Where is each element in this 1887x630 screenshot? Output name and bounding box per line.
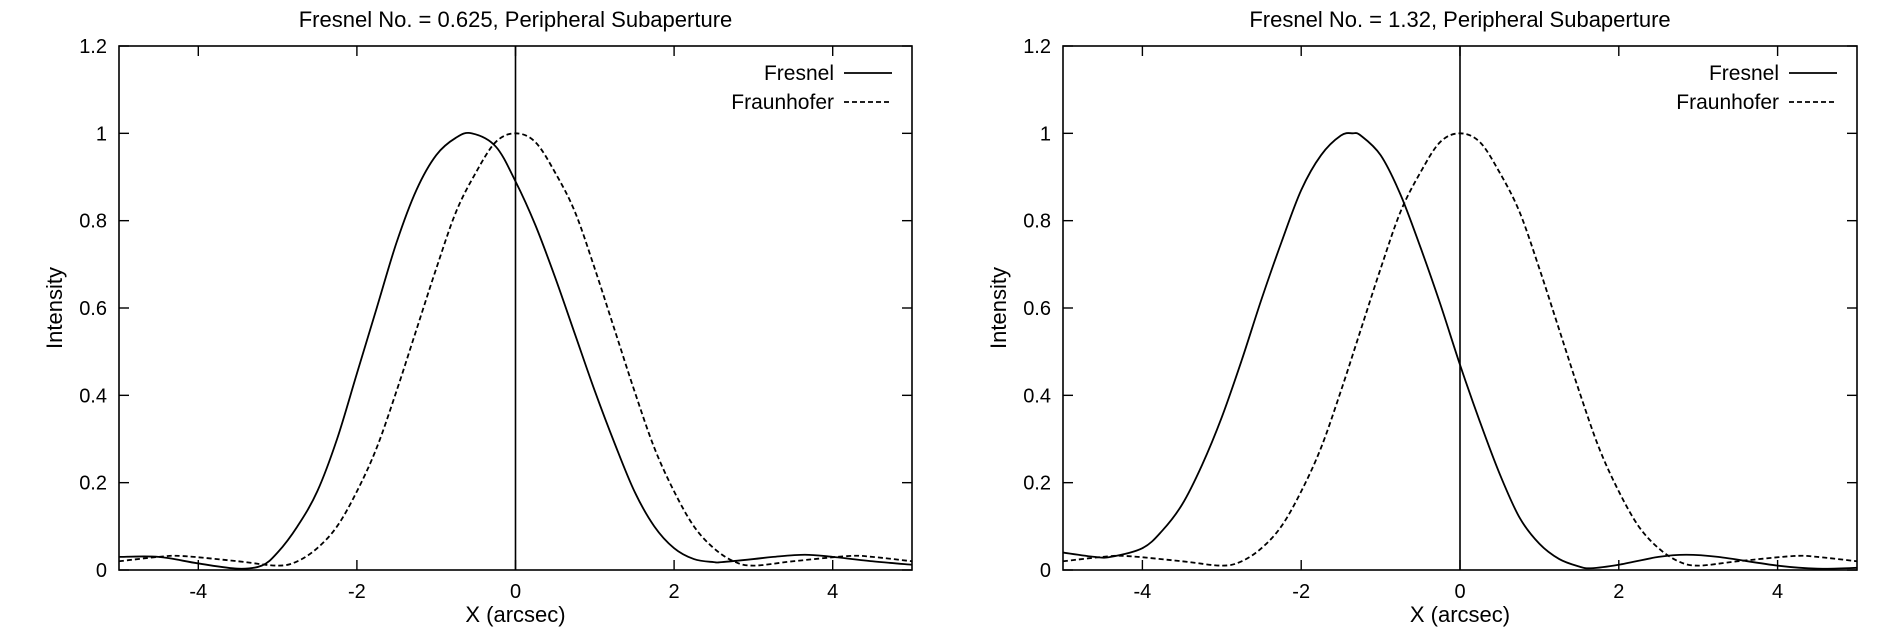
y-tick-label: 0.4 [79,385,107,407]
x-tick-label: -4 [1134,581,1152,603]
x-axis-label: X (arcsec) [465,602,565,627]
x-tick-label: 2 [1613,581,1624,603]
y-tick-label: 0 [1040,560,1051,582]
legend-label-fresnel: Fresnel [1709,62,1779,85]
y-tick-label: 0.6 [79,298,107,320]
x-tick-label: -2 [1292,581,1310,603]
y-tick-label: 0.6 [1023,298,1051,320]
y-tick-label: 0.2 [1023,473,1051,495]
plot-frame [118,45,913,571]
x-tick-label: 2 [669,581,680,603]
chart-title-left: Fresnel No. = 0.625, Peripheral Subapert… [299,7,733,32]
y-tick-label: 1.2 [1023,36,1051,58]
x-tick-label: -2 [348,581,366,603]
y-tick-label: 1 [96,123,107,145]
chart-left: Fresnel No. = 0.625, Peripheral Subapert… [42,7,913,627]
x-tick-label: 0 [1454,581,1465,603]
chart-right: Fresnel No. = 1.32, Peripheral Subapertu… [986,7,1858,627]
chart-title-right: Fresnel No. = 1.32, Peripheral Subapertu… [1249,7,1670,32]
y-tick-label: 0 [96,560,107,582]
y-tick-label: 0.8 [1023,211,1051,233]
y-tick-label: 0.4 [1023,385,1051,407]
y-tick-label: 1 [1040,123,1051,145]
series-line-fresnel [1063,132,1857,570]
x-tick-label: 4 [1772,581,1783,603]
y-tick-label: 1.2 [79,36,107,58]
legend-label-fraunhofer: Fraunhofer [731,91,834,114]
y-tick-label: 0.8 [79,211,107,233]
x-tick-label: -4 [189,581,207,603]
x-tick-label: 4 [827,581,838,603]
legend-label-fresnel: Fresnel [764,62,834,85]
x-tick-label: 0 [510,581,521,603]
x-axis-label: X (arcsec) [1410,602,1510,627]
plot-frame [1062,45,1858,571]
y-tick-label: 0.2 [79,473,107,495]
y-axis-label: Intensity [986,267,1011,349]
series-line-fraunhofer [1063,132,1857,567]
series-line-fresnel [119,131,912,570]
legend-label-fraunhofer: Fraunhofer [1676,91,1779,114]
y-axis-label: Intensity [42,267,67,349]
series-line-fraunhofer [119,132,912,567]
